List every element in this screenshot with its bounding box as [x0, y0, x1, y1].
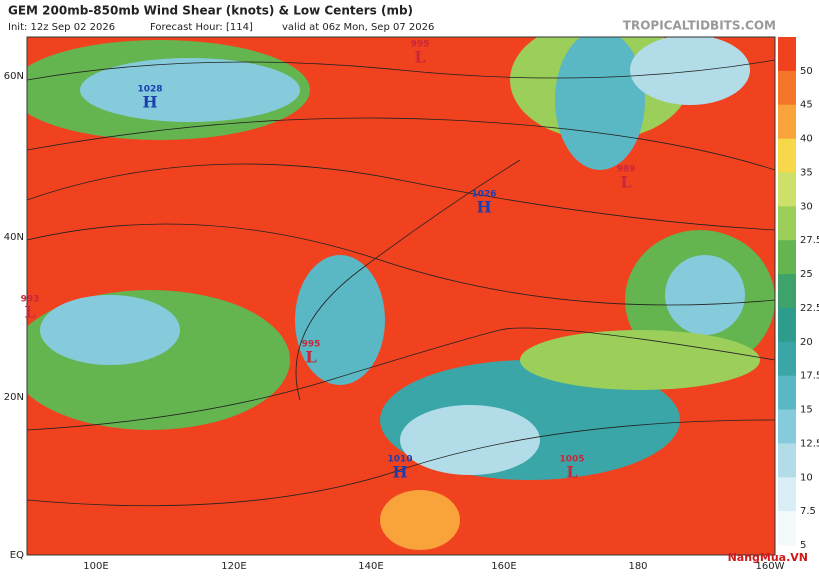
center-letter: L [24, 303, 35, 322]
colorbar-swatch [778, 104, 796, 140]
lon-label: 160W [756, 561, 785, 572]
lat-label: 60N [4, 71, 24, 82]
colorbar-swatch [778, 172, 796, 207]
colorbar-label: 7.5 [800, 506, 816, 517]
colorbar-label: 45 [800, 100, 813, 111]
colorbar-label: 25 [800, 269, 813, 280]
colorbar-swatch [778, 409, 796, 444]
colorbar-swatch [778, 511, 796, 546]
colorbar-label: 22.5 [800, 303, 819, 314]
center-letter: H [142, 93, 157, 112]
colorbar-swatch [778, 70, 796, 106]
colorbar-swatch [778, 307, 796, 343]
lat-label: EQ [10, 550, 24, 561]
colorbar-label: 50 [800, 66, 813, 77]
colorbar-label: 20 [800, 337, 813, 348]
map [26, 36, 776, 556]
center-letter: L [620, 173, 631, 192]
colorbar-label: 27.5 [800, 235, 819, 246]
colorbar-swatch [778, 341, 796, 377]
colorbar-label: 17.5 [800, 371, 819, 382]
colorbar-swatch [778, 240, 796, 275]
colorbar-swatch [778, 477, 796, 512]
colorbar-swatch [778, 206, 796, 241]
lon-label: 120E [221, 561, 246, 572]
source: TROPICALTIDBITS.COM [623, 19, 776, 33]
center-letter: H [392, 463, 407, 482]
valid-time: valid at 06z Mon, Sep 07 2026 [282, 22, 434, 33]
lon-label: 100E [83, 561, 108, 572]
center-letter: L [414, 48, 425, 67]
colorbar-label: 35 [800, 167, 813, 178]
lon-label: 160E [491, 561, 516, 572]
lon-label: 140E [358, 561, 383, 572]
center-pressure: 1028 [137, 85, 162, 95]
colorbar-swatch [778, 37, 796, 72]
center-letter: H [476, 198, 491, 217]
colorbar-swatch [778, 443, 796, 478]
center-pressure: 995 [302, 340, 321, 350]
colorbar-label: 12.5 [800, 438, 819, 449]
lon-label: 180 [628, 561, 647, 572]
colorbar-label: 5 [800, 540, 806, 551]
center-pressure: 989 [617, 165, 636, 175]
colorbar-label: 15 [800, 405, 813, 416]
forecast-hour: Forecast Hour: [114] [150, 22, 253, 33]
init: Init: 12z Sep 02 2026 [8, 22, 115, 33]
center-pressure: 1026 [471, 190, 496, 200]
center-pressure: 995 [411, 40, 430, 50]
center-letter: L [566, 463, 577, 482]
colorbar-swatch [778, 375, 796, 411]
center-letter: L [305, 348, 316, 367]
lat-label: 40N [4, 232, 24, 243]
center-pressure: 993 [21, 295, 40, 305]
colorbar-swatch [778, 274, 796, 309]
title: GEM 200mb-850mb Wind Shear (knots) & Low… [8, 4, 413, 18]
colorbar-swatch [778, 138, 796, 173]
colorbar-label: 10 [800, 472, 813, 483]
colorbar-label: 30 [800, 201, 813, 212]
center-pressure: 1010 [387, 455, 412, 465]
center-pressure: 1005 [559, 455, 584, 465]
lat-label: 20N [4, 392, 24, 403]
colorbar-label: 40 [800, 134, 813, 145]
watermark: NangMua.VN [728, 551, 808, 564]
